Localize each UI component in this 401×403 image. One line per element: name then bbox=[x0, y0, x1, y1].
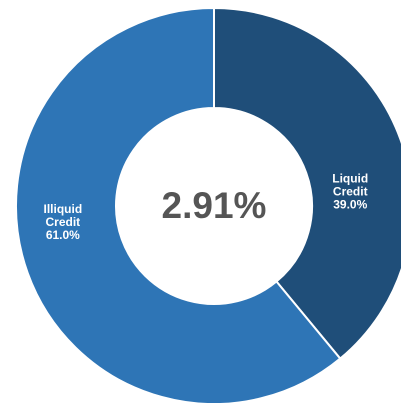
center-value-label: 2.91% bbox=[162, 185, 267, 226]
slice-label-line: 39.0% bbox=[333, 198, 367, 212]
slice-liquid-credit[interactable] bbox=[213, 6, 401, 360]
slice-label-line: Illiquid bbox=[43, 202, 82, 216]
slice-labels-layer: Liquid Credit 39.0%Illiquid Credit 61.0% bbox=[43, 172, 368, 242]
slice-label-line: Credit bbox=[45, 215, 80, 229]
slice-label-illiquid-credit: Illiquid Credit 61.0% bbox=[43, 202, 82, 242]
slice-label-liquid-credit: Liquid Credit 39.0% bbox=[332, 172, 368, 212]
slice-label-line: 61.0% bbox=[46, 228, 80, 242]
slices-layer bbox=[15, 6, 401, 403]
slice-label-line: Liquid bbox=[332, 172, 368, 186]
slice-label-line: Credit bbox=[333, 185, 368, 199]
slice-illiquid-credit[interactable] bbox=[15, 6, 342, 403]
